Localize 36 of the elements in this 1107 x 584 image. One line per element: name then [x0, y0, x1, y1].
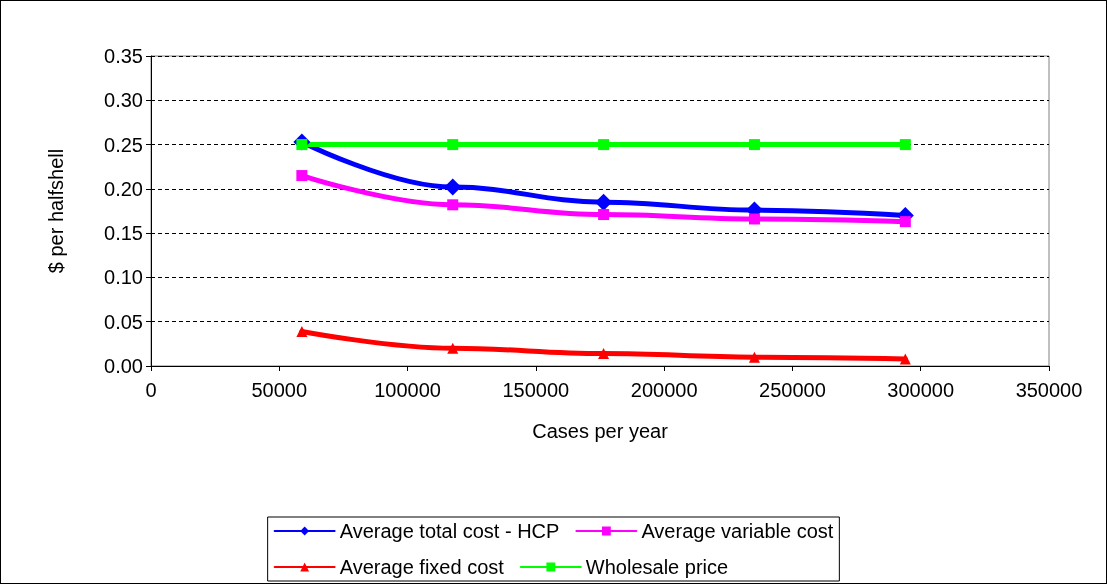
point: [899, 139, 911, 151]
x-tick-label: 150000: [502, 379, 570, 401]
y-tick-label: 0.10: [104, 266, 143, 289]
y-tick-label: 0.15: [104, 222, 143, 245]
point: [447, 139, 459, 151]
point: [598, 209, 610, 221]
y-tick-label: 0.00: [104, 355, 143, 377]
x-tick-label: 300000: [887, 379, 955, 401]
point: [296, 170, 308, 182]
legend-label: Average fixed cost: [339, 556, 505, 578]
point: [748, 139, 760, 151]
legend-label: Wholesale price: [585, 556, 729, 578]
point: [899, 353, 911, 365]
y-tick-label: 0.20: [104, 177, 143, 200]
x-axis-title: Cases per year: [532, 420, 669, 442]
point: [899, 216, 911, 228]
point: [748, 351, 760, 363]
x-tick-label: 100000: [374, 379, 441, 401]
y-axis-title: $ per halfshell: [45, 148, 67, 274]
y-tick-label: 0.05: [104, 310, 143, 333]
x-tick-label: 0: [145, 379, 157, 401]
point: [296, 325, 308, 337]
legend-label: Average total cost - HCP: [339, 520, 560, 542]
x-tick-label: 250000: [759, 379, 826, 401]
x-tick-label: 350000: [1015, 379, 1083, 401]
legend-label: Average variable cost: [641, 520, 834, 542]
x-tick-label: 50000: [251, 379, 308, 401]
point: [447, 199, 459, 211]
point: [598, 348, 610, 360]
y-tick-label: 0.25: [104, 133, 143, 156]
y-tick-label: 0.30: [104, 89, 143, 112]
point: [748, 213, 760, 225]
point: [447, 342, 459, 354]
y-tick-label: 0.35: [104, 45, 143, 67]
x-tick-label: 200000: [630, 379, 698, 401]
point: [598, 139, 610, 151]
